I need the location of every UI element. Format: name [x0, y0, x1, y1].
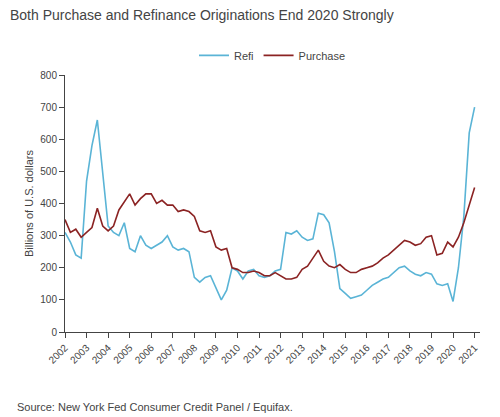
svg-text:Both Purchase and Refinance Or: Both Purchase and Refinance Originations… — [10, 7, 394, 23]
svg-text:Refi: Refi — [234, 50, 254, 62]
svg-text:400: 400 — [40, 198, 57, 209]
svg-text:800: 800 — [40, 70, 57, 81]
svg-text:2014: 2014 — [305, 342, 329, 366]
svg-text:2017: 2017 — [370, 342, 394, 366]
svg-text:2020: 2020 — [434, 342, 458, 366]
svg-text:200: 200 — [40, 262, 57, 273]
svg-text:2011: 2011 — [241, 342, 264, 365]
svg-text:2019: 2019 — [413, 342, 437, 366]
svg-text:2015: 2015 — [327, 342, 351, 366]
svg-text:2010: 2010 — [219, 342, 243, 366]
svg-text:Billions of U.S. dollars: Billions of U.S. dollars — [23, 150, 35, 257]
svg-text:2002: 2002 — [46, 342, 70, 366]
svg-text:2018: 2018 — [391, 342, 415, 366]
svg-text:Source: New York Fed Consumer: Source: New York Fed Consumer Credit Pan… — [17, 401, 293, 413]
svg-text:2007: 2007 — [154, 342, 178, 366]
svg-text:2016: 2016 — [348, 342, 372, 366]
svg-text:300: 300 — [40, 230, 57, 241]
svg-text:2004: 2004 — [90, 342, 114, 366]
svg-text:Purchase: Purchase — [299, 50, 345, 62]
svg-text:700: 700 — [40, 102, 57, 113]
svg-text:2009: 2009 — [197, 342, 221, 366]
svg-text:2008: 2008 — [176, 342, 200, 366]
svg-text:2003: 2003 — [68, 342, 92, 366]
svg-text:500: 500 — [40, 166, 57, 177]
svg-text:0: 0 — [51, 327, 57, 338]
svg-text:2021: 2021 — [456, 342, 480, 366]
svg-text:2013: 2013 — [284, 342, 308, 366]
svg-text:2006: 2006 — [133, 342, 157, 366]
svg-text:2005: 2005 — [111, 342, 135, 366]
svg-text:600: 600 — [40, 134, 57, 145]
svg-text:2012: 2012 — [262, 342, 286, 366]
svg-text:100: 100 — [40, 294, 57, 305]
